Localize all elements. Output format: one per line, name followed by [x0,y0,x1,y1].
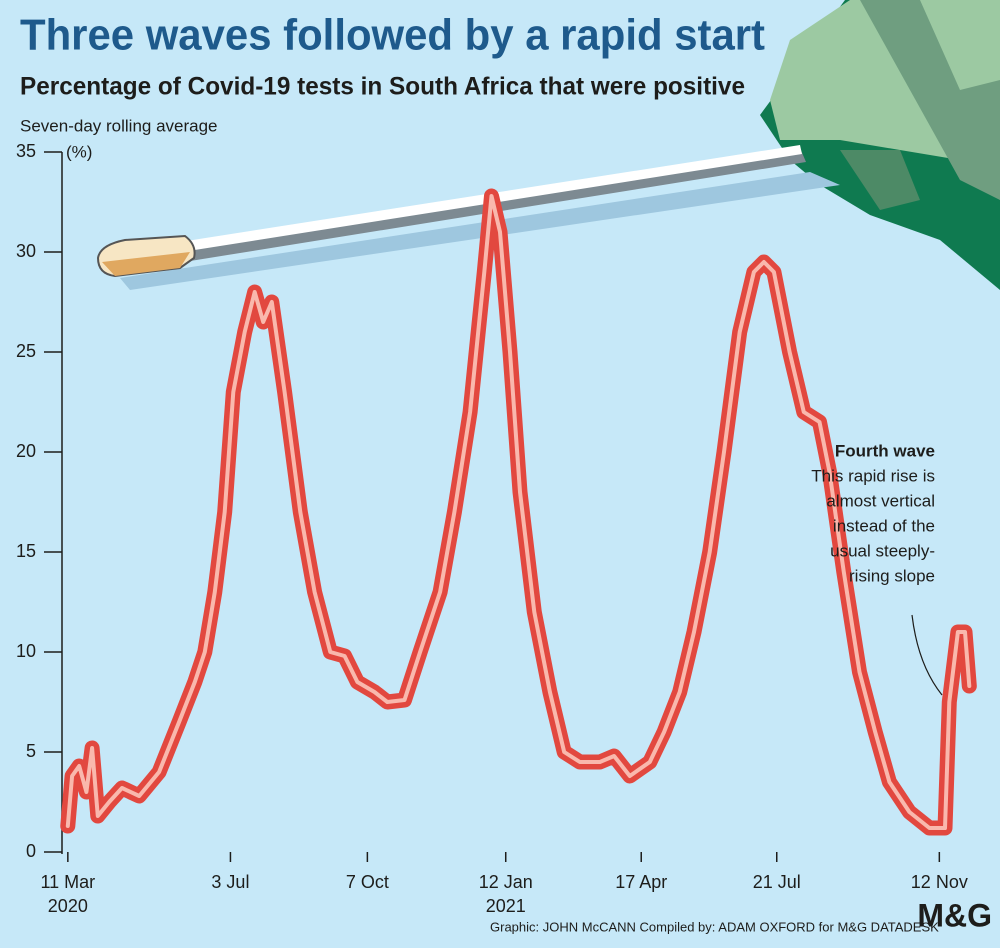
x-tick-label: 11 Mar 2020 [40,872,96,916]
y-tick-label: 25 [16,341,36,361]
y-tick-label: 10 [16,641,36,661]
x-tick-label: 7 Oct [345,872,389,892]
line-inner [65,194,972,830]
x-tick-label: 12 Nov [910,872,968,892]
annotation-line: usual steeply- [830,541,935,560]
y-tick-label: 35 [16,141,36,161]
y-tick-label: 0 [26,841,36,861]
annotation-title: Fourth wave [835,441,935,460]
annotation-line: rising slope [849,566,935,585]
x-tick-label: 17 Apr [615,872,668,892]
annotation-leader [911,614,943,696]
y-axis-label: Seven-day rolling average [20,116,218,135]
credit: Graphic: JOHN McCANN Compiled by: ADAM O… [490,919,939,934]
chart-title: Three waves followed by a rapid start [20,11,765,60]
x-tick-label: 3 Jul [211,872,250,892]
chart-subtitle: Percentage of Covid-19 tests in South Af… [20,73,745,101]
x-tick-label: 12 Jan 2021 [478,872,533,916]
y-axis-unit: (%) [66,142,92,161]
y-tick-label: 15 [16,541,36,561]
annotation-line: This rapid rise is [811,466,935,485]
logo: M&G [917,897,992,933]
glove [760,0,1000,290]
annotation-line: almost vertical [826,491,935,510]
x-tick-label: 21 Jul [752,872,801,892]
y-tick-label: 30 [16,241,36,261]
y-tick-label: 5 [26,741,36,761]
y-tick-label: 20 [16,441,36,461]
swab [96,145,840,290]
annotation-line: instead of the [833,516,935,535]
